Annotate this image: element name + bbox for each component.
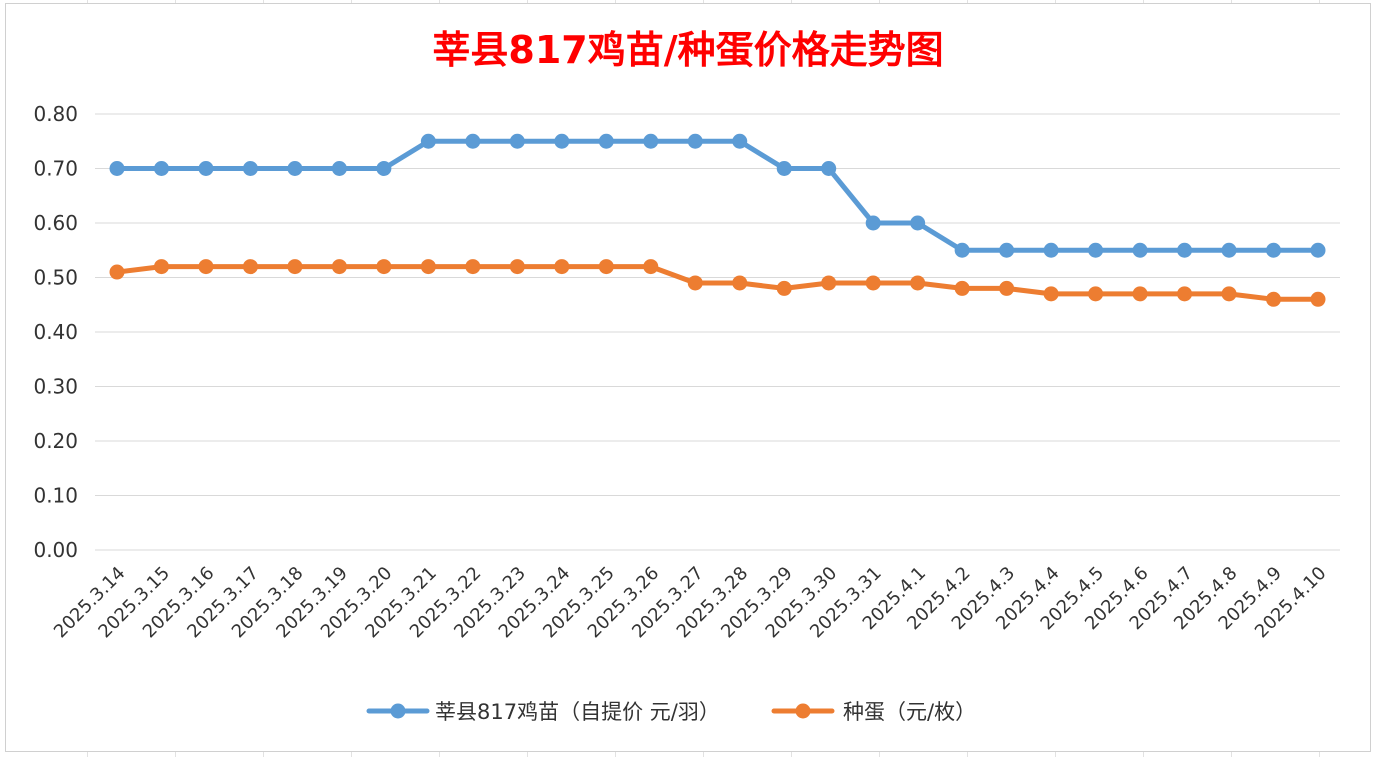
data-point[interactable] [198, 259, 214, 275]
data-point[interactable] [776, 280, 792, 296]
data-point[interactable] [1221, 286, 1237, 302]
data-point[interactable] [865, 275, 881, 291]
data-point[interactable] [242, 259, 258, 275]
data-point[interactable] [331, 161, 347, 176]
y-axis-ticks: 0.00 0.10 0.20 0.30 0.40 0.50 0.60 0.70 0.80 [33, 102, 78, 562]
series-1 [109, 133, 1326, 258]
data-point[interactable] [910, 275, 926, 291]
data-point[interactable] [910, 215, 926, 231]
data-point[interactable] [509, 259, 525, 275]
data-point[interactable] [821, 275, 837, 291]
data-point[interactable] [420, 259, 436, 275]
data-point[interactable] [242, 161, 258, 176]
data-point[interactable] [465, 259, 481, 275]
series-lines [109, 133, 1326, 307]
legend-label: 种蛋（元/枚） [843, 700, 976, 724]
data-point[interactable] [1132, 242, 1148, 258]
data-point[interactable] [1310, 242, 1326, 258]
legend-item[interactable]: 莘县817鸡苗（自提价 元/羽） [366, 700, 720, 724]
data-point[interactable] [198, 161, 214, 176]
y-tick-label: 0.00 [33, 538, 78, 562]
chart-area[interactable] [5, 3, 1371, 752]
data-point[interactable] [109, 264, 125, 280]
data-point[interactable] [1221, 242, 1237, 258]
data-point[interactable] [331, 259, 347, 275]
data-point[interactable] [598, 133, 614, 149]
data-point[interactable] [954, 280, 970, 296]
data-point[interactable] [687, 133, 703, 149]
data-point[interactable] [999, 242, 1015, 258]
data-point[interactable] [1088, 242, 1104, 258]
x-axis-ticks: 2025.3.142025.3.152025.3.162025.3.172025… [50, 563, 1331, 643]
data-point[interactable] [465, 133, 481, 149]
y-tick-label: 0.10 [33, 484, 78, 508]
data-point[interactable] [1266, 242, 1282, 258]
data-point[interactable] [509, 133, 525, 149]
data-point[interactable] [554, 259, 570, 275]
series-2 [109, 259, 1326, 307]
y-tick-label: 0.50 [33, 266, 78, 290]
data-point[interactable] [865, 215, 881, 231]
data-point[interactable] [732, 275, 748, 291]
legend-marker [390, 703, 406, 719]
data-point[interactable] [732, 133, 748, 149]
data-point[interactable] [153, 259, 169, 275]
y-tick-label: 0.40 [33, 320, 78, 344]
data-point[interactable] [153, 161, 169, 176]
data-point[interactable] [1310, 291, 1326, 307]
data-point[interactable] [687, 275, 703, 291]
y-tick-label: 0.70 [33, 157, 78, 181]
data-point[interactable] [598, 259, 614, 275]
data-point[interactable] [109, 161, 125, 176]
y-tick-label: 0.80 [33, 102, 78, 126]
legend-marker [795, 703, 811, 719]
data-point[interactable] [1266, 291, 1282, 307]
series-line [114, 138, 1321, 253]
data-point[interactable] [999, 280, 1015, 296]
legend: 莘县817鸡苗（自提价 元/羽） 种蛋（元/枚） [366, 700, 976, 724]
data-point[interactable] [1177, 242, 1193, 258]
data-point[interactable] [376, 259, 392, 275]
y-tick-label: 0.60 [33, 211, 78, 235]
data-point[interactable] [821, 161, 837, 176]
data-point[interactable] [376, 161, 392, 176]
data-point[interactable] [643, 133, 659, 149]
data-point[interactable] [776, 161, 792, 176]
legend-item[interactable]: 种蛋（元/枚） [771, 700, 976, 724]
data-point[interactable] [1043, 242, 1059, 258]
data-point[interactable] [420, 133, 436, 149]
y-tick-label: 0.20 [33, 429, 78, 453]
series-line [114, 264, 1321, 302]
data-point[interactable] [643, 259, 659, 275]
chart-title: 莘县817鸡苗/种蛋价格走势图 [432, 28, 943, 72]
legend-label: 莘县817鸡苗（自提价 元/羽） [435, 700, 720, 724]
data-point[interactable] [1088, 286, 1104, 302]
data-point[interactable] [287, 161, 303, 176]
data-point[interactable] [287, 259, 303, 275]
gridlines [95, 113, 1340, 551]
data-point[interactable] [1132, 286, 1148, 302]
data-point[interactable] [1177, 286, 1193, 302]
y-tick-label: 0.30 [33, 375, 78, 399]
data-point[interactable] [954, 242, 970, 258]
data-point[interactable] [554, 133, 570, 149]
data-point[interactable] [1043, 286, 1059, 302]
